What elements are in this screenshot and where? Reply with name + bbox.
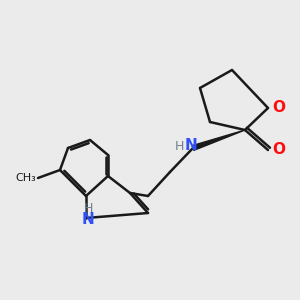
Text: CH₃: CH₃ — [15, 173, 36, 183]
Text: H: H — [174, 140, 184, 152]
Text: H: H — [83, 202, 93, 214]
Text: N: N — [184, 139, 197, 154]
Text: O: O — [272, 100, 285, 116]
Text: N: N — [82, 212, 94, 227]
Polygon shape — [192, 130, 245, 150]
Text: O: O — [272, 142, 285, 158]
